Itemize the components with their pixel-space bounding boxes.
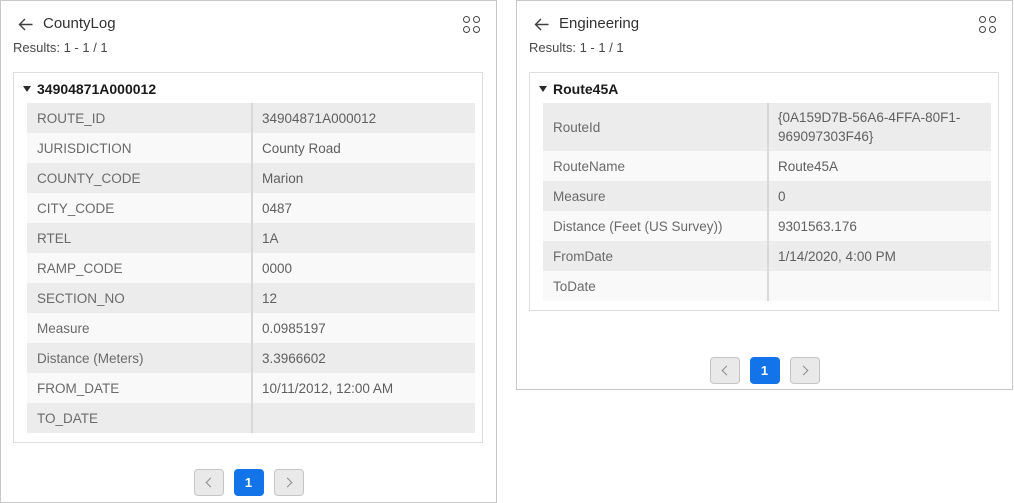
feature-card: Route45A RouteId {0A159D7B-56A6-4FFA-80F… xyxy=(529,72,999,311)
table-row: JURISDICTION County Road xyxy=(27,133,475,163)
apps-grid-icon[interactable] xyxy=(979,15,996,33)
panel-engineering: Engineering Results: 1 - 1 / 1 Route45A … xyxy=(516,0,1013,390)
prev-page-button[interactable] xyxy=(709,357,740,384)
panel-title: CountyLog xyxy=(43,15,116,32)
feature-group-title: Route45A xyxy=(553,81,619,97)
field-label: TO_DATE xyxy=(37,410,99,426)
apps-grid-icon[interactable] xyxy=(463,15,480,33)
field-value: Route45A xyxy=(767,151,991,181)
field-label: RouteName xyxy=(553,158,626,174)
field-value: 1A xyxy=(251,223,475,253)
table-row: Distance (Meters) 3.3966602 xyxy=(27,343,475,373)
table-row: CITY_CODE 0487 xyxy=(27,193,475,223)
field-value: Marion xyxy=(251,163,475,193)
chevron-right-icon xyxy=(798,365,808,376)
field-value: 0000 xyxy=(251,253,475,283)
table-row: Distance (Feet (US Survey)) 9301563.176 xyxy=(543,211,991,241)
field-value xyxy=(251,403,475,433)
current-page-button[interactable]: 1 xyxy=(233,469,264,496)
field-label: FromDate xyxy=(553,248,614,264)
table-row: SECTION_NO 12 xyxy=(27,283,475,313)
table-row: RAMP_CODE 0000 xyxy=(27,253,475,283)
field-value: 9301563.176 xyxy=(767,211,991,241)
back-arrow-icon[interactable] xyxy=(532,16,550,32)
field-label: RAMP_CODE xyxy=(37,260,123,276)
field-value: 10/11/2012, 12:00 AM xyxy=(251,373,475,403)
next-page-button[interactable] xyxy=(273,469,304,496)
chevron-left-icon xyxy=(205,477,215,488)
feature-card: 34904871A000012 ROUTE_ID 34904871A000012… xyxy=(13,72,483,443)
next-page-button[interactable] xyxy=(789,357,820,384)
field-value: 12 xyxy=(251,283,475,313)
table-row: ROUTE_ID 34904871A000012 xyxy=(27,103,475,133)
attribute-table: RouteId {0A159D7B-56A6-4FFA-80F1-9690973… xyxy=(543,103,991,301)
field-label: COUNTY_CODE xyxy=(37,170,141,186)
panel-countylog: CountyLog Results: 1 - 1 / 1 34904871A00… xyxy=(0,0,497,503)
field-label: Distance (Meters) xyxy=(37,350,144,366)
chevron-right-icon xyxy=(282,477,292,488)
field-label: SECTION_NO xyxy=(37,290,125,306)
current-page-button[interactable]: 1 xyxy=(749,357,780,384)
field-value: 3.3966602 xyxy=(251,343,475,373)
field-value: 0 xyxy=(767,181,991,211)
pagination: 1 xyxy=(517,357,1012,384)
table-row: COUNTY_CODE Marion xyxy=(27,163,475,193)
field-label: FROM_DATE xyxy=(37,380,120,396)
results-count: Results: 1 - 1 / 1 xyxy=(13,40,108,55)
results-count: Results: 1 - 1 / 1 xyxy=(529,40,624,55)
field-value xyxy=(767,271,991,301)
panel-header: CountyLog xyxy=(1,1,496,35)
field-label: RouteId xyxy=(553,119,601,135)
field-value: 1/14/2020, 4:00 PM xyxy=(767,241,991,271)
feature-group-title: 34904871A000012 xyxy=(37,81,157,97)
field-label: ROUTE_ID xyxy=(37,110,106,126)
table-row: RouteId {0A159D7B-56A6-4FFA-80F1-9690973… xyxy=(543,103,991,151)
feature-group-header[interactable]: Route45A xyxy=(530,73,998,103)
field-label: Measure xyxy=(553,188,606,204)
feature-group-header[interactable]: 34904871A000012 xyxy=(14,73,482,103)
field-label: RTEL xyxy=(37,230,72,246)
panel-title: Engineering xyxy=(559,15,640,32)
prev-page-button[interactable] xyxy=(193,469,224,496)
table-row: FromDate 1/14/2020, 4:00 PM xyxy=(543,241,991,271)
field-value: 0487 xyxy=(251,193,475,223)
chevron-left-icon xyxy=(721,365,731,376)
attribute-table: ROUTE_ID 34904871A000012 JURISDICTION Co… xyxy=(27,103,475,433)
field-label: ToDate xyxy=(553,278,596,294)
back-arrow-icon[interactable] xyxy=(16,16,34,32)
field-label: CITY_CODE xyxy=(37,200,115,216)
field-value: 34904871A000012 xyxy=(251,103,475,133)
field-label: JURISDICTION xyxy=(37,140,132,156)
table-row: Measure 0 xyxy=(543,181,991,211)
table-row: RTEL 1A xyxy=(27,223,475,253)
table-row: Measure 0.0985197 xyxy=(27,313,475,343)
table-row: RouteName Route45A xyxy=(543,151,991,181)
panel-header: Engineering xyxy=(517,1,1012,35)
table-row: ToDate xyxy=(543,271,991,301)
table-row: FROM_DATE 10/11/2012, 12:00 AM xyxy=(27,373,475,403)
field-label: Distance (Feet (US Survey)) xyxy=(553,218,723,234)
collapse-triangle-icon xyxy=(539,86,547,92)
field-value: 0.0985197 xyxy=(251,313,475,343)
field-value: {0A159D7B-56A6-4FFA-80F1-969097303F46} xyxy=(767,103,991,151)
field-label: Measure xyxy=(37,320,90,336)
field-value: County Road xyxy=(251,133,475,163)
table-row: TO_DATE xyxy=(27,403,475,433)
pagination: 1 xyxy=(1,469,496,496)
collapse-triangle-icon xyxy=(23,86,31,92)
